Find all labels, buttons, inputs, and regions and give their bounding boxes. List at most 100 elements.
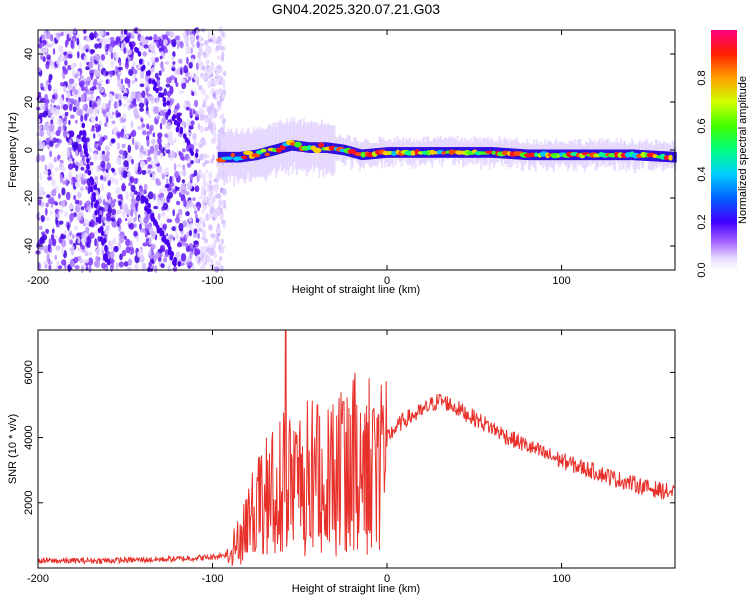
noise-dot [73,27,77,35]
noise-streak-dot [107,259,111,266]
noise-dot [147,164,153,169]
noise-dot [77,143,82,153]
noise-dot [177,43,180,50]
noise-dot [220,112,225,122]
noise-dot [199,114,205,121]
noise-dot [157,199,160,208]
noise-dot [130,184,136,193]
noise-dot [83,165,87,171]
noise-dot [49,196,55,204]
noise-dot [146,87,149,96]
noise-dot [67,147,73,151]
noise-dot [102,102,107,110]
noise-dot [203,51,207,59]
trace-peak [264,152,270,157]
noise-dot [79,159,84,167]
noise-dot [123,203,128,212]
noise-dot [163,88,167,96]
snr-x-ticks: -200 -100 0 100 [27,330,571,585]
noise-dot [83,55,88,63]
trace-core [264,147,267,158]
noise-dot [177,67,181,75]
noise-dot [199,153,204,161]
noise-dot [50,98,55,104]
noise-dot [207,38,214,43]
noise-dot [133,27,140,34]
noise-dot [201,88,207,96]
noise-dot [188,217,192,223]
noise-dot [47,176,52,181]
noise-dot [169,31,175,38]
noise-dot [64,211,68,217]
noise-dot [163,113,166,119]
noise-streak-dot [85,152,89,158]
noise-dot [213,240,217,249]
trace-core [247,150,250,162]
noise-dot [112,127,118,134]
noise-dot [91,49,95,54]
noise-streak-dot [147,202,151,209]
noise-dot [65,179,69,187]
noise-dot [172,267,177,272]
noise-streak-dot [167,110,171,116]
noise-dot [186,56,189,65]
trace-halo [456,135,459,157]
noise-dot [43,260,49,265]
noise-dot [95,178,99,185]
noise-dot [113,171,117,176]
noise-dot [133,165,138,172]
noise-streak-dot [139,59,143,65]
noise-dot [193,228,198,234]
noise-dot [69,259,75,268]
noise-dot [160,222,163,230]
colorbar-gradient [711,30,737,270]
noise-dot [48,260,53,265]
noise-dot [153,193,156,201]
noise-dot [46,194,51,199]
noise-dot [132,73,137,79]
noise-dot [51,228,55,234]
y-tick-label: -40 [23,238,35,254]
y-tick-label: 40 [23,48,35,60]
noise-streak-dot [162,96,167,103]
noise-dot [117,132,121,139]
noise-dot [55,143,59,149]
noise-dot [188,62,193,69]
noise-dot [147,61,150,66]
noise-dot [145,238,148,244]
noise-dot [38,51,43,56]
noise-dot [182,220,188,228]
noise-dot [105,71,109,76]
noise-streak-dot [160,230,165,236]
noise-dot [192,132,197,141]
trace-halo [646,140,649,161]
noise-dot [208,179,212,185]
trace-halo [382,137,385,158]
noise-dot [127,153,131,162]
noise-dot [56,260,61,266]
noise-streak-dot [175,126,180,133]
noise-dot [96,132,102,138]
noise-dot [72,82,78,87]
noise-dot [149,124,154,132]
noise-dot [190,33,195,39]
noise-dot [159,192,165,198]
noise-dot [132,68,138,75]
noise-dot [62,104,69,111]
noise-dot [219,207,223,215]
noise-dot [67,53,73,59]
noise-dot [123,47,127,54]
noise-dot [38,112,45,118]
noise-dot [107,194,110,200]
noise-dot [68,31,72,39]
noise-dot [57,210,63,215]
noise-dot [118,261,124,268]
noise-dot [143,39,149,44]
noise-dot [65,91,71,99]
noise-dot [179,152,184,161]
noise-dot [221,219,225,225]
noise-dot [163,39,168,45]
noise-dot [204,154,210,159]
noise-dot [74,181,81,188]
